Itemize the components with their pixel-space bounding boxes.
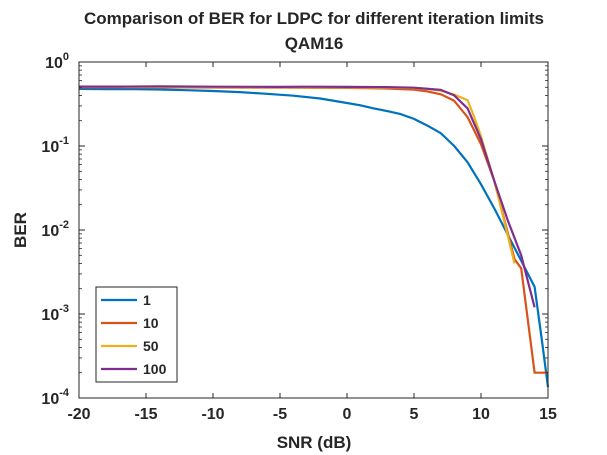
series-line-100 xyxy=(79,85,536,308)
x-tick-label: -5 xyxy=(273,406,287,423)
y-tick-label: 10-2 xyxy=(41,219,69,240)
legend-box xyxy=(95,286,178,383)
y-tick-label: 10-3 xyxy=(41,303,69,324)
x-tick-label: 5 xyxy=(410,406,419,423)
x-tick-label: 15 xyxy=(539,406,557,423)
chart-subtitle: QAM16 xyxy=(285,34,344,53)
axis-ticks: -20 -15 -10 -5 0 5 10 15 100 10-1 10-2 10-3 10-4 xyxy=(41,51,557,423)
legend-label-10: 10 xyxy=(143,315,159,331)
x-tick-label: -10 xyxy=(201,406,224,423)
legend: 1 10 50 100 xyxy=(95,286,178,383)
y-tick-label: 100 xyxy=(45,51,69,72)
plot-area xyxy=(78,85,550,388)
y-tick-label: 10-1 xyxy=(41,135,69,156)
x-tick-label: -15 xyxy=(134,406,157,423)
legend-label-50: 50 xyxy=(143,338,159,354)
x-tick-label: -20 xyxy=(67,406,90,423)
chart-title: Comparison of BER for LDPC for different… xyxy=(84,9,544,28)
x-tick-label: 10 xyxy=(472,406,490,423)
x-axis-label: SNR (dB) xyxy=(277,433,352,452)
legend-label-100: 100 xyxy=(143,361,167,377)
series-line-1 xyxy=(78,87,550,388)
y-tick-label: 10-4 xyxy=(41,387,69,408)
legend-label-1: 1 xyxy=(143,292,151,308)
y-axis-label: BER xyxy=(11,212,30,248)
series-line-50 xyxy=(79,85,516,264)
x-tick-label: 0 xyxy=(343,406,352,423)
